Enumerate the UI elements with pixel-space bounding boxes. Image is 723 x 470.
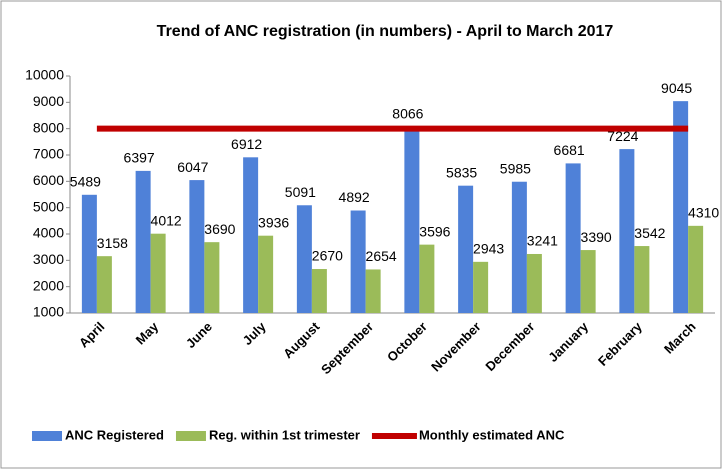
bar (150, 233, 166, 313)
data-label: 5835 (446, 164, 477, 180)
data-label: 3241 (527, 233, 558, 249)
legend-swatch (175, 431, 206, 441)
data-label: 5985 (500, 160, 531, 176)
bar (96, 256, 112, 313)
legend-label: Monthly estimated ANC (419, 427, 565, 442)
data-label: 6681 (554, 142, 585, 158)
data-label: 3936 (258, 214, 289, 230)
bar (673, 101, 689, 313)
data-label: 4310 (688, 205, 719, 221)
data-label: 9045 (661, 80, 692, 96)
bar (458, 185, 474, 313)
y-tick-label: 7000 (33, 146, 64, 162)
legend-label: Reg. within 1st trimester (209, 427, 360, 442)
bar (526, 253, 542, 313)
data-label: 4892 (339, 189, 370, 205)
data-label: 3542 (634, 225, 665, 241)
y-tick-label: 8000 (33, 119, 64, 135)
bar (350, 210, 366, 313)
bar (634, 246, 650, 313)
data-label: 5489 (70, 173, 101, 189)
y-tick-label: 1000 (33, 304, 64, 320)
bar (419, 244, 435, 313)
data-label: 3158 (97, 235, 128, 251)
data-label: 6047 (177, 159, 208, 175)
bar (688, 225, 704, 313)
bar (473, 261, 489, 313)
y-tick-label: 6000 (33, 172, 64, 188)
bar (296, 205, 312, 313)
y-tick-label: 4000 (33, 225, 64, 241)
y-tick-label: 10000 (25, 67, 64, 83)
legend-label: ANC Registered (65, 427, 164, 442)
y-tick-label: 2000 (33, 277, 64, 293)
data-label: 6397 (124, 150, 155, 166)
bar (404, 126, 420, 313)
bar (189, 180, 205, 313)
bar (311, 269, 327, 313)
y-tick-label: 5000 (33, 198, 64, 214)
bar (580, 250, 596, 313)
y-tick-label: 9000 (33, 93, 64, 109)
data-label: 5091 (285, 184, 316, 200)
bar (365, 269, 381, 313)
chart-title: Trend of ANC registration (in numbers) -… (157, 23, 614, 40)
data-label: 3690 (204, 221, 235, 237)
bar (81, 194, 97, 313)
data-label: 7224 (607, 128, 638, 144)
legend-swatch (32, 431, 62, 441)
data-label: 2943 (473, 241, 504, 257)
data-label: 2670 (312, 248, 343, 264)
bar (135, 170, 151, 313)
data-label: 6912 (231, 136, 262, 152)
data-label: 2654 (366, 248, 397, 264)
bar (511, 181, 527, 313)
bar (243, 157, 259, 313)
data-label: 4012 (151, 212, 182, 228)
bar (565, 163, 581, 313)
bar (204, 242, 220, 313)
data-label: 3596 (419, 223, 450, 239)
y-tick-label: 3000 (33, 251, 64, 267)
bar (619, 149, 635, 313)
bar (258, 235, 274, 313)
data-label: 8066 (392, 106, 423, 122)
data-label: 3390 (581, 229, 612, 245)
